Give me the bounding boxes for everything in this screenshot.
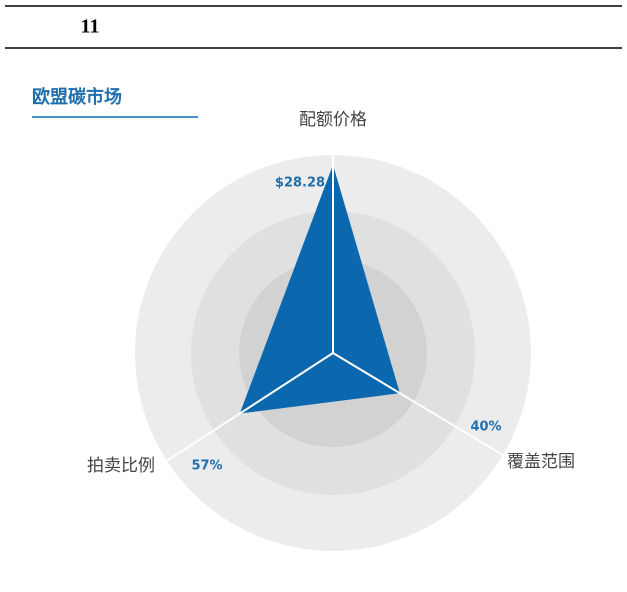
value-label: $28.28 [275, 176, 325, 191]
value-label: 57% [191, 459, 222, 474]
value-label: 40% [470, 420, 501, 435]
axis-label: 拍卖比例 [87, 456, 155, 476]
chart-title: 欧盟碳市场 [32, 86, 122, 108]
axis-line [147, 352, 334, 474]
axis-label: 覆盖范围 [507, 452, 575, 472]
radar-area [239, 164, 400, 414]
axis-line [332, 352, 523, 468]
axis-label: 配额价格 [299, 110, 367, 130]
page-number: 11 [81, 16, 100, 38]
